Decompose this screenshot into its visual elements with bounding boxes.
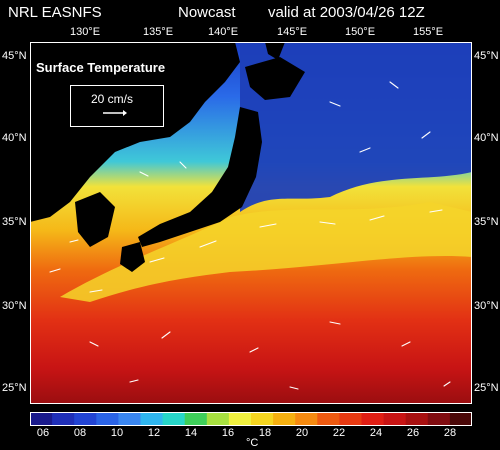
sst-map [30, 42, 472, 404]
current-arrow [199, 240, 217, 248]
current-arrow [69, 239, 79, 243]
colorbar-label: 28 [443, 427, 457, 439]
lon-label-135: 135°E [142, 26, 174, 38]
lon-label-150: 150°E [344, 26, 376, 38]
lat-label-left-45: 45°N [2, 50, 27, 62]
current-arrow [369, 215, 385, 221]
colorbar-swatch [251, 412, 274, 426]
lat-label-right-25: 25°N [474, 382, 499, 394]
colorbar-swatch [30, 412, 53, 426]
reference-vector-label: 20 cm/s [91, 92, 134, 106]
lat-label-left-30: 30°N [2, 300, 27, 312]
current-arrow [389, 81, 399, 89]
colorbar-swatch [118, 412, 141, 426]
colorbar-swatch [317, 412, 340, 426]
colorbar-swatch [427, 412, 451, 426]
current-arrow [249, 347, 259, 353]
lat-label-left-35: 35°N [2, 216, 27, 228]
current-arrow [329, 321, 341, 325]
colorbar-swatch [339, 412, 362, 426]
colorbar-swatch [228, 412, 252, 426]
current-vectors [49, 81, 451, 390]
current-arrow [329, 101, 341, 107]
current-arrow [179, 161, 187, 169]
colorbar-label: 26 [406, 427, 420, 439]
cold-north-water [240, 42, 472, 212]
land [30, 42, 305, 272]
product-type: Nowcast [178, 4, 236, 21]
lat-label-right-45: 45°N [474, 50, 499, 62]
colorbar-label: 16 [221, 427, 235, 439]
colorbar-label: 08 [73, 427, 87, 439]
korea-peninsula [75, 192, 115, 247]
current-arrow [149, 257, 165, 263]
colorbar-label: 22 [332, 427, 346, 439]
colorbar-swatch [405, 412, 429, 426]
lat-label-left-40: 40°N [2, 132, 27, 144]
lon-label-145: 145°E [276, 26, 308, 38]
lon-label-155: 155°E [412, 26, 444, 38]
current-arrow [443, 381, 451, 387]
hokkaido [245, 57, 305, 100]
reference-vector-box: 20 cm/s [70, 85, 164, 127]
current-arrow [259, 223, 277, 228]
lat-label-left-25: 25°N [2, 382, 27, 394]
product-source: NRL EASNFS [8, 4, 102, 21]
lat-label-right-30: 30°N [474, 300, 499, 312]
colorbar-swatch [162, 412, 186, 426]
colorbar-swatch [184, 412, 208, 426]
colorbar-label: 12 [147, 427, 161, 439]
current-arrow [89, 341, 99, 347]
current-arrow [89, 289, 103, 293]
kyushu [120, 242, 145, 272]
current-arrow [49, 268, 61, 273]
current-arrow [319, 221, 336, 225]
warm-kuroshio-band [60, 202, 472, 302]
colorbar-label: 06 [36, 427, 50, 439]
colorbar-frame [30, 412, 472, 426]
colorbar-swatch [52, 412, 75, 426]
lat-label-right-40: 40°N [474, 132, 499, 144]
colorbar-label: 10 [110, 427, 124, 439]
current-arrow [161, 331, 171, 339]
current-arrow [289, 386, 299, 390]
current-arrow [139, 171, 149, 177]
colorbar-label: 14 [184, 427, 198, 439]
colorbar [30, 412, 472, 426]
current-arrow [421, 131, 431, 139]
colorbar-swatch [140, 412, 164, 426]
colorbar-label: 18 [258, 427, 272, 439]
asia-mainland [30, 42, 240, 222]
colorbar-swatch [96, 412, 119, 426]
valid-time: valid at 2003/04/26 12Z [268, 4, 425, 21]
colorbar-swatch [361, 412, 385, 426]
colorbar-label: 20 [295, 427, 309, 439]
colorbar-swatch [383, 412, 407, 426]
current-arrow [401, 341, 411, 347]
lat-label-right-35: 35°N [474, 216, 499, 228]
colorbar-unit: °C [246, 437, 259, 449]
map-frame [30, 42, 472, 404]
colorbar-swatch [449, 412, 472, 426]
colorbar-swatch [74, 412, 97, 426]
colorbar-swatch [206, 412, 230, 426]
sakhalin [265, 42, 285, 60]
lon-label-130: 130°E [69, 26, 101, 38]
current-arrow [359, 147, 371, 153]
current-arrow [129, 379, 139, 383]
colorbar-swatch [273, 412, 296, 426]
reference-arrow-icon [103, 110, 127, 116]
current-arrow [429, 209, 443, 213]
map-title: Surface Temperature [36, 60, 166, 75]
honshu [138, 107, 262, 247]
lon-label-140: 140°E [207, 26, 239, 38]
colorbar-swatch [295, 412, 318, 426]
colorbar-label: 24 [369, 427, 383, 439]
